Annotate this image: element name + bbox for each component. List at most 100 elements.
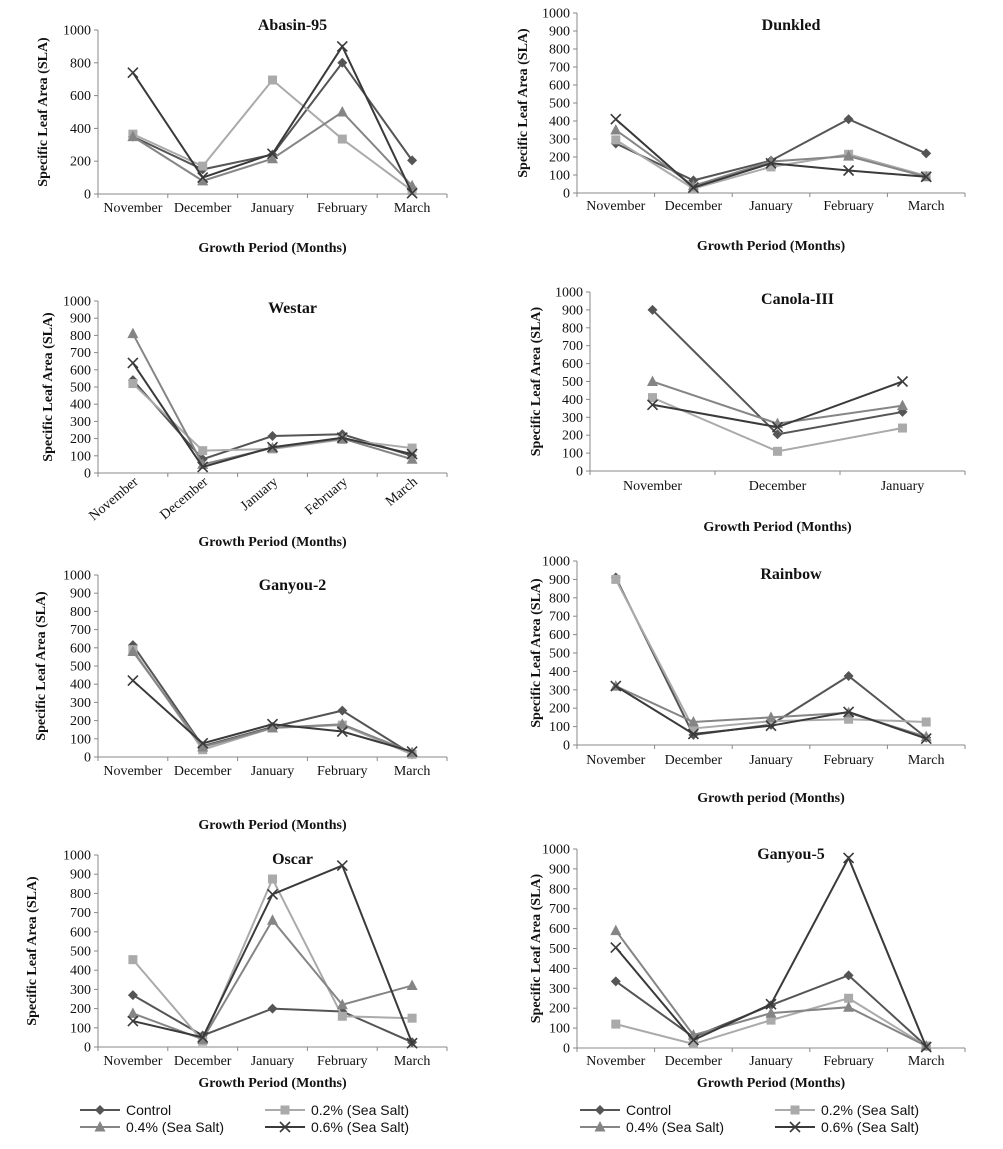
data-point [407,443,417,453]
y-axis-title: Specific Leaf Area (SLA) [516,28,531,178]
data-point [127,645,139,656]
data-point [920,732,932,745]
series-0-6-sea-salt [127,859,418,1049]
y-tick-label: 800 [70,887,91,902]
series-line [132,44,414,194]
data-point [610,976,621,987]
x-tick-label: January [749,1054,793,1069]
y-tick-label: 700 [549,610,570,625]
series-line [614,578,927,730]
data-point [765,157,777,169]
data-point [406,1037,418,1049]
x-tick-label: February [823,1054,874,1069]
x-tick-label: November [586,753,645,768]
y-tick-label: 100 [549,1022,570,1037]
y-tick-label: 600 [549,628,570,643]
series-0-4-sea-salt [610,680,932,742]
y-tick-label: 300 [70,696,91,711]
y-tick-label: 0 [84,1041,91,1056]
x-tick-label: November [87,474,142,524]
data-point [773,446,782,456]
series-0-4-sea-salt [127,106,418,191]
series-line [132,644,413,756]
x-tick-label: February [317,201,368,216]
y-tick-label: 700 [70,906,91,921]
y-tick-label: 800 [70,605,91,620]
chart-abasin-95: 0 200 400 600 800 1000 November December January… [36,17,448,256]
series-0-4-sea-salt [127,914,418,1044]
x-tick-label: December [174,201,232,216]
y-tick-label: 200 [562,429,583,444]
x-axis-title: Growth Period (Months) [198,818,347,833]
y-tick-label: 400 [70,678,91,693]
data-point [336,859,348,872]
legend-item-0-2-sea-salt: 0.2% (Sea Salt) [265,1102,409,1118]
y-tick-label: 300 [70,983,91,998]
data-point [197,461,209,473]
y-axis-title: Specific Leaf Area (SLA) [34,591,49,741]
legend-label: 0.2% (Sea Salt) [821,1102,919,1118]
chart-ganyou-2: 0 100 200 300 400 500 600 700 800 900 1000 November… [34,569,448,833]
y-tick-label: 500 [549,97,570,112]
chart-dunkled: 0 100 200 300 400 500 600 700 800 900 1000 November… [516,7,966,254]
y-tick-label: 500 [562,375,583,390]
data-point [336,725,348,738]
y-tick-label: 500 [70,945,91,960]
y-tick-label: 1000 [63,24,91,39]
y-tick-label: 100 [70,449,91,464]
data-point [843,970,854,981]
y-tick-label: 300 [549,133,570,148]
data-point [267,152,278,164]
legend-label: Control [626,1102,671,1118]
data-point [407,186,417,196]
y-tick-label: 800 [70,329,91,344]
y-tick-label: 900 [549,573,570,588]
y-tick-label: 400 [549,665,570,680]
x-tick-label: February [303,475,351,519]
x-tick-label: January [251,1054,295,1069]
data-point [765,998,777,1010]
data-point [843,706,855,718]
data-point [646,399,659,411]
y-tick-label: 0 [84,751,91,766]
data-point [843,1001,855,1012]
y-tick-label: 300 [549,683,570,698]
y-tick-label: 100 [70,1021,91,1036]
data-point [688,1039,698,1049]
data-point [772,429,783,440]
series-0-2-sea-salt [128,874,417,1046]
y-tick-label: 100 [549,169,570,184]
legend-2: Control 0.2% (Sea Salt) 0.4% (Sea Salt) 0.6… [580,1102,919,1135]
series-0-6-sea-salt [127,40,418,199]
x-tick-label: January [251,764,295,779]
legend-marker [95,1105,105,1115]
series-line [651,309,903,436]
data-point [687,716,699,727]
data-point [336,106,348,117]
y-tick-label: 200 [549,151,570,166]
data-point [197,740,209,752]
legend-item-0-6-sea-salt: 0.6% (Sea Salt) [265,1119,409,1135]
chart-title: Westar [268,300,317,317]
x-tick-label: March [394,764,431,779]
x-tick-label: December [665,1054,723,1069]
y-tick-label: 0 [563,187,570,202]
series-line [132,876,413,1044]
series-0-6-sea-salt [610,680,932,745]
y-tick-label: 0 [563,739,570,754]
data-point [336,40,348,52]
data-point [406,448,418,460]
y-tick-label: 700 [549,902,570,917]
x-axis-title: Growth Period (Months) [697,239,846,254]
data-point [337,134,347,144]
y-tick-label: 900 [70,868,91,883]
series-0-2-sea-salt [611,574,931,733]
y-tick-label: 0 [84,467,91,482]
y-tick-label: 800 [549,43,570,58]
legend-marker [790,1105,800,1115]
chart-title: Oscar [272,851,313,868]
x-tick-label: December [749,479,807,494]
data-point [337,1011,347,1021]
data-point [765,720,777,732]
